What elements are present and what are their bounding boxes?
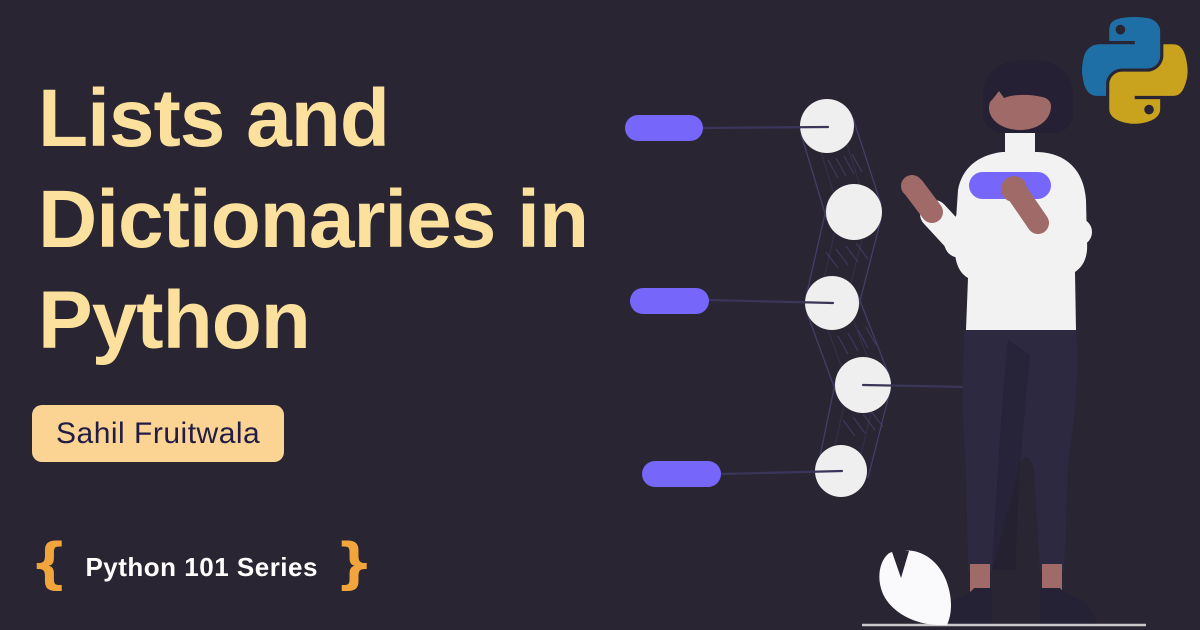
person-face — [989, 91, 1051, 130]
close-brace-icon: } — [334, 532, 374, 595]
title-line-2: Dictionaries in — [38, 174, 589, 265]
leaf — [879, 550, 951, 625]
list-pills — [625, 115, 721, 487]
title-line-1: Lists and — [38, 73, 390, 164]
title-line-3: Python — [38, 275, 311, 366]
page-title: Lists and Dictionaries in Python — [38, 68, 678, 371]
person-chest-forearm — [1005, 180, 1049, 234]
person-right-sleeve — [1036, 218, 1092, 256]
person-ankle — [1042, 564, 1062, 592]
network-diagram — [625, 99, 970, 497]
leaf-shape — [879, 549, 951, 625]
series-label: Python 101 Series — [85, 551, 318, 582]
person-ankle — [970, 564, 990, 592]
person-illustration — [901, 60, 1096, 624]
author-name: Sahil Fruitwala — [56, 416, 261, 450]
python-logo-icon — [1082, 16, 1188, 124]
python-logo-blue-snake — [1082, 16, 1161, 96]
python-logo-yellow-snake — [1109, 44, 1188, 124]
person-shoe — [938, 588, 992, 624]
list-pill — [630, 288, 709, 314]
person-raised-hand — [901, 175, 923, 197]
person-shoe — [1040, 588, 1096, 624]
list-pill — [625, 115, 703, 141]
leaf-notch — [891, 549, 909, 578]
network-node — [826, 184, 882, 240]
person-pants-shadow — [992, 340, 1030, 570]
author-badge: Sahil Fruitwala — [32, 405, 285, 462]
series-badge: { Python 101 Series } — [30, 531, 373, 603]
network-connectors — [701, 125, 970, 476]
list-pill — [642, 461, 721, 487]
open-brace-icon: { — [30, 532, 69, 595]
